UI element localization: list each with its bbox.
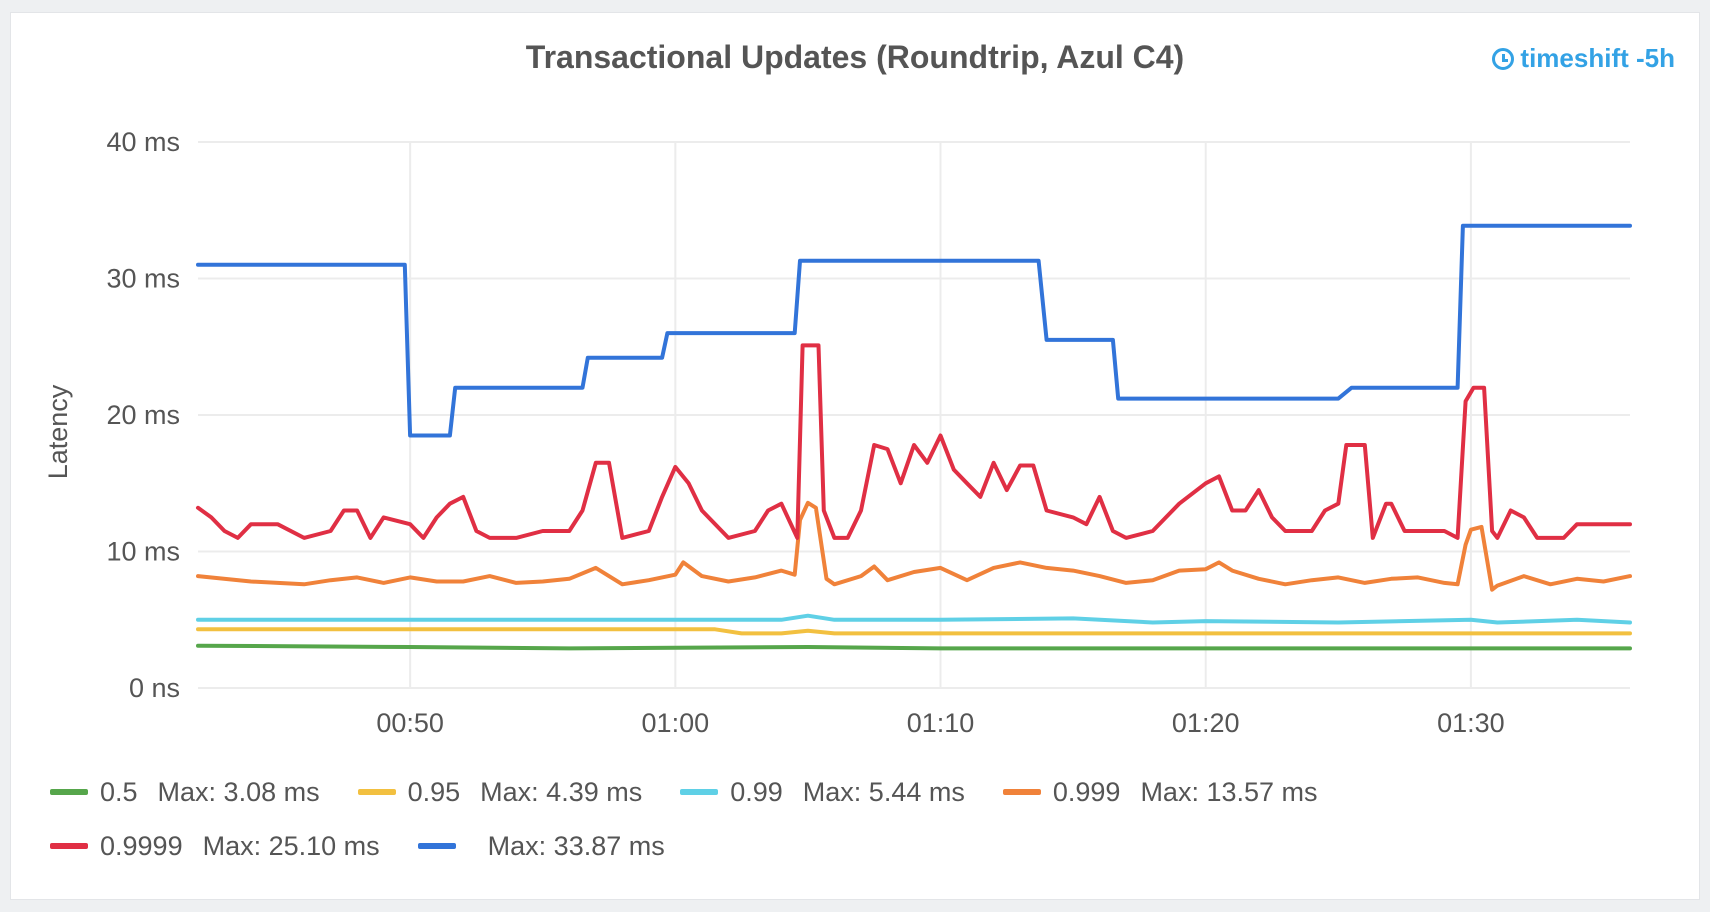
legend-max-value: Max: 4.39 ms — [480, 776, 643, 807]
legend-max-value: Max: 13.57 ms — [1140, 776, 1318, 807]
panel-title: Transactional Updates (Roundtrip, Azul C… — [525, 39, 1185, 75]
legend-max-value: Max: 33.87 ms — [487, 830, 665, 861]
series-line-1 — [196, 627, 1632, 636]
legend-series-name: 0.999 — [1052, 776, 1121, 807]
legend-series-name: 0.95 — [407, 776, 461, 807]
x-tick-label: 01:30 — [1437, 708, 1505, 738]
legend-swatch — [357, 789, 396, 795]
series-line-5 — [196, 223, 1632, 438]
y-axis-label: Latency — [43, 384, 73, 479]
legend-series-name: 0.99 — [730, 776, 783, 807]
legend-item[interactable]: 0.9999 Max: 25.10 ms — [50, 831, 380, 862]
legend-swatch — [1002, 789, 1041, 795]
x-axis: 00:50 01:00 01:10 01:20 01:30 — [376, 708, 1504, 738]
y-tick-label: 20 ms — [106, 400, 180, 430]
legend-item[interactable]: 0.999 Max: 13.57 ms — [1002, 776, 1318, 808]
clock-icon — [1492, 47, 1515, 70]
y-tick-label: 40 ms — [106, 127, 180, 157]
series-line-0 — [196, 643, 1632, 651]
timeshift-label: timeshift -5h — [1520, 43, 1675, 73]
legend: 0.5 Max: 3.08 ms 0.95 Max: 4.39 ms 0.99 Max: … — [50, 765, 1650, 873]
legend-item[interactable]: 0.99 Max: 5.44 ms — [680, 777, 965, 808]
legend-swatch — [417, 843, 456, 849]
legend-series-name: 0.5 — [100, 776, 138, 807]
grid-lines — [198, 141, 1630, 689]
legend-item[interactable]: 0.5 Max: 3.08 ms — [50, 777, 320, 808]
y-tick-label: 30 ms — [106, 264, 180, 294]
legend-max-value: Max: 25.10 ms — [202, 830, 380, 861]
legend-series-name: 0.9999 — [100, 830, 183, 861]
x-tick-label: 01:20 — [1172, 708, 1240, 738]
timeshift-indicator[interactable]: timeshift -5h — [1492, 43, 1675, 74]
y-tick-label: 10 ms — [106, 537, 180, 567]
legend-item[interactable]: Max: 33.87 ms — [417, 830, 665, 862]
series-lines — [196, 223, 1632, 651]
series-line-4 — [196, 343, 1632, 540]
x-tick-label: 01:10 — [907, 708, 975, 738]
legend-swatch — [680, 789, 719, 795]
legend-row: 0.5 Max: 3.08 ms 0.95 Max: 4.39 ms 0.99 Max: … — [50, 765, 1650, 819]
y-axis: 0 ns 10 ms 20 ms 30 ms 40 ms — [106, 127, 180, 703]
series-line-3 — [196, 500, 1632, 592]
x-tick-label: 00:50 — [376, 708, 444, 738]
legend-max-value: Max: 5.44 ms — [802, 776, 965, 807]
legend-max-value: Max: 3.08 ms — [157, 776, 320, 807]
legend-swatch — [50, 843, 88, 849]
legend-swatch — [50, 789, 88, 795]
x-tick-label: 01:00 — [642, 708, 710, 738]
chart-panel: Transactional Updates (Roundtrip, Azul C… — [10, 12, 1700, 900]
y-tick-label: 0 ns — [129, 673, 180, 703]
legend-row: 0.9999 Max: 25.10 ms Max: 33.87 ms — [50, 819, 1650, 873]
legend-item[interactable]: 0.95 Max: 4.39 ms — [357, 776, 643, 808]
series-line-2 — [196, 613, 1632, 625]
